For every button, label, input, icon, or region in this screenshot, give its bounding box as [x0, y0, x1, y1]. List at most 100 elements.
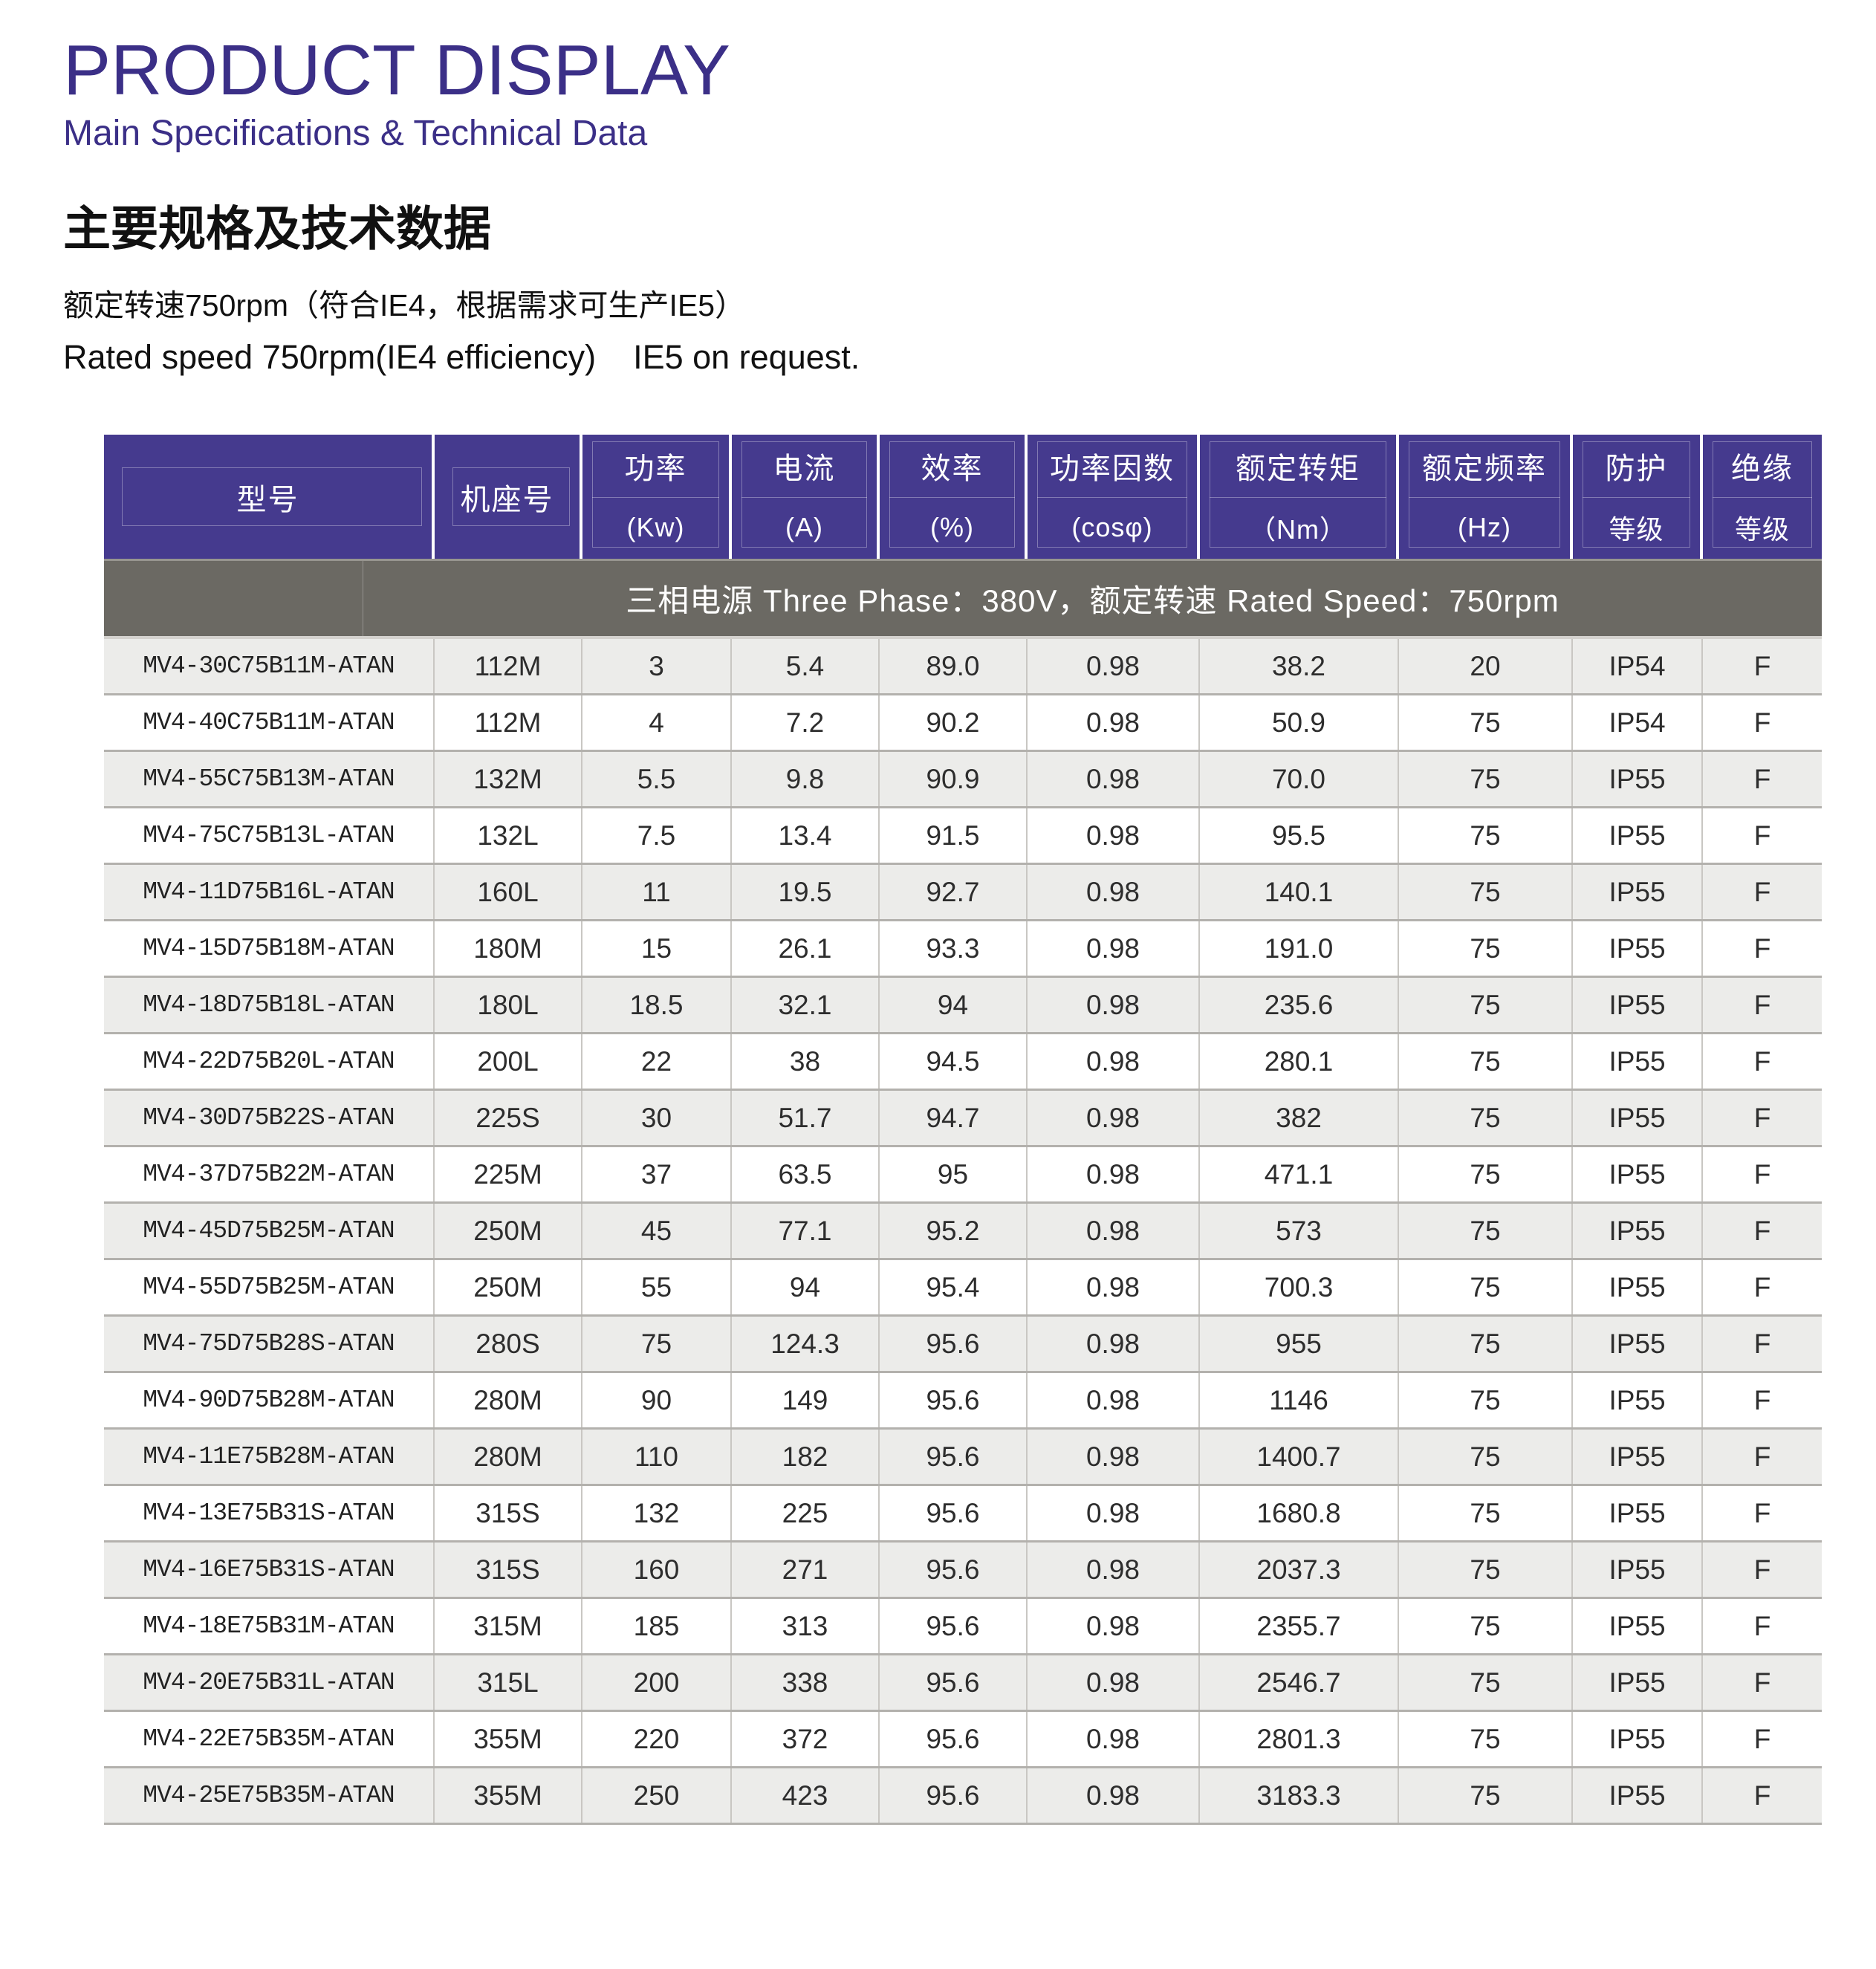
table-cell-insulation-class: F — [1753, 989, 1771, 1020]
table-cell-power-factor: 0.98 — [1028, 1317, 1200, 1371]
table-cell-power: 110 — [582, 1430, 732, 1484]
table-cell-power: 7.5 — [582, 808, 732, 863]
table-cell-insulation-class: F — [1753, 876, 1771, 907]
table-cell-rated-frequency: 75 — [1399, 1091, 1573, 1145]
table-cell-frame: 180M — [435, 921, 582, 976]
table-cell-rated-torque: 382 — [1200, 1091, 1399, 1145]
table-cell-power: 37 — [582, 1147, 732, 1201]
table-cell-power-factor: 0.98 — [1028, 1091, 1200, 1145]
table-cell-protection-class: IP55 — [1573, 1260, 1703, 1314]
table-cell-frame: 160L — [435, 865, 582, 919]
table-cell-model: MV4-20E75B31L-ATAN — [104, 1655, 435, 1710]
table-cell-insulation-class: F — [1753, 1215, 1771, 1246]
table-cell-rated-frequency: 75 — [1399, 1655, 1573, 1710]
table-cell-model: MV4-75D75B28S-ATAN — [104, 1317, 435, 1371]
page-header-block: PRODUCT DISPLAY Main Specifications & Te… — [0, 0, 1876, 377]
table-cell-rated-torque: 191.0 — [1200, 921, 1399, 976]
table-cell-insulation-class: F — [1753, 1667, 1771, 1698]
table-row: MV4-11E75B28M-ATAN 280M 110 182 95.6 0.98 1400… — [104, 1430, 1822, 1486]
table-cell-model: MV4-30D75B22S-ATAN — [104, 1091, 435, 1145]
table-cell-power-factor: 0.98 — [1028, 695, 1200, 750]
table-cell-power: 220 — [582, 1712, 732, 1766]
table-cell-frame: 200L — [435, 1034, 582, 1089]
table-cell-efficiency: 95.6 — [880, 1599, 1028, 1653]
table-cell-efficiency: 92.7 — [880, 865, 1028, 919]
table-cell-frame: 180L — [435, 978, 582, 1032]
table-cell-power: 75 — [582, 1317, 732, 1371]
table-row: MV4-13E75B31S-ATAN 315S 132 225 95.6 0.98 1680… — [104, 1486, 1822, 1543]
table-cell-power: 185 — [582, 1599, 732, 1653]
table-cell-power: 22 — [582, 1034, 732, 1089]
column-header-unit: (Kw) — [626, 512, 685, 543]
heading-cn: 主要规格及技术数据 — [63, 201, 491, 256]
table-cell-frame: 315L — [435, 1655, 582, 1710]
table-row: MV4-37D75B22M-ATAN 225M 37 63.5 95 0.98 471.1 7… — [104, 1147, 1822, 1204]
column-header-insulation-class: 绝缘 等级 — [1703, 435, 1822, 559]
column-header-label: 绝缘 — [1731, 452, 1794, 485]
table-cell-power-factor: 0.98 — [1028, 1034, 1200, 1089]
table-cell-frame: 280M — [435, 1373, 582, 1427]
table-cell-protection-class: IP55 — [1573, 1768, 1703, 1823]
table-row: MV4-30D75B22S-ATAN 225S 30 51.7 94.7 0.98 382 7… — [104, 1091, 1822, 1147]
table-cell-insulation-class: F — [1753, 1045, 1771, 1077]
table-cell-power: 5.5 — [582, 752, 732, 806]
table-cell-rated-frequency: 75 — [1399, 978, 1573, 1032]
table-cell-rated-frequency: 75 — [1399, 1486, 1573, 1540]
table-cell-insulation-class: F — [1753, 650, 1771, 681]
table-cell-power-factor: 0.98 — [1028, 978, 1200, 1032]
table-cell-frame: 355M — [435, 1712, 582, 1766]
table-row: MV4-55C75B13M-ATAN 132M 5.5 9.8 90.9 0.98 70.0… — [104, 752, 1822, 808]
table-cell-insulation-class: F — [1753, 1158, 1771, 1190]
table-cell-power-factor: 0.98 — [1028, 1204, 1200, 1258]
table-cell-model: MV4-45D75B25M-ATAN — [104, 1204, 435, 1258]
table-cell-current: 26.1 — [732, 921, 880, 976]
table-cell-current: 149 — [732, 1373, 880, 1427]
table-cell-frame: 225S — [435, 1091, 582, 1145]
table-cell-rated-torque: 1400.7 — [1200, 1430, 1399, 1484]
table-cell-rated-frequency: 75 — [1399, 1599, 1573, 1653]
table-cell-efficiency: 95.6 — [880, 1655, 1028, 1710]
table-cell-insulation-class: F — [1753, 820, 1771, 851]
table-cell-insulation-class: F — [1753, 1554, 1771, 1585]
power-supply-banner: 三相电源 Three Phase：380V，额定转速 Rated Speed：7… — [104, 559, 1822, 639]
page-subtitle: Main Specifications & Technical Data — [63, 113, 648, 153]
table-cell-rated-torque: 2801.3 — [1200, 1712, 1399, 1766]
table-cell-current: 5.4 — [732, 639, 880, 693]
table-cell-efficiency: 95.6 — [880, 1543, 1028, 1597]
table-cell-power: 11 — [582, 865, 732, 919]
table-cell-rated-frequency: 75 — [1399, 695, 1573, 750]
table-cell-power: 132 — [582, 1486, 732, 1540]
table-cell-rated-torque: 700.3 — [1200, 1260, 1399, 1314]
column-header-label: 额定频率 — [1422, 452, 1547, 485]
table-cell-protection-class: IP55 — [1573, 1486, 1703, 1540]
rated-speed-line-en: Rated speed 750rpm(IE4 efficiency) IE5 o… — [63, 337, 860, 376]
table-cell-power: 18.5 — [582, 978, 732, 1032]
table-row: MV4-11D75B16L-ATAN 160L 11 19.5 92.7 0.98 140.… — [104, 865, 1822, 921]
table-header-row: 型号 机座号 功率 (Kw) 电流 (A) 效率 (%) 功率因数 (cosφ) 额定转矩 （Nm）额… — [104, 435, 1822, 559]
column-header-current: 电流 (A) — [732, 435, 880, 559]
banner-spacer — [104, 561, 363, 636]
table-row: MV4-40C75B11M-ATAN 112M 4 7.2 90.2 0.98 50.9 75… — [104, 695, 1822, 752]
table-cell-rated-torque: 140.1 — [1200, 865, 1399, 919]
table-row: MV4-75C75B13L-ATAN 132L 7.5 13.4 91.5 0.98 95.… — [104, 808, 1822, 865]
table-cell-frame: 280S — [435, 1317, 582, 1371]
table-cell-power: 3 — [582, 639, 732, 693]
column-header-model: 型号 — [104, 435, 435, 559]
table-cell-insulation-class: F — [1753, 1271, 1771, 1303]
table-cell-insulation-class: F — [1753, 1441, 1771, 1472]
table-cell-protection-class: IP55 — [1573, 1655, 1703, 1710]
table-cell-rated-torque: 235.6 — [1200, 978, 1399, 1032]
table-cell-insulation-class: F — [1753, 1497, 1771, 1528]
table-cell-rated-torque: 280.1 — [1200, 1034, 1399, 1089]
table-cell-protection-class: IP55 — [1573, 1204, 1703, 1258]
table-cell-power-factor: 0.98 — [1028, 921, 1200, 976]
column-header-label: 功率因数 — [1050, 452, 1175, 485]
table-cell-rated-frequency: 75 — [1399, 1317, 1573, 1371]
table-cell-power-factor: 0.98 — [1028, 1430, 1200, 1484]
table-cell-current: 338 — [732, 1655, 880, 1710]
table-cell-model: MV4-18E75B31M-ATAN — [104, 1599, 435, 1653]
table-cell-frame: 112M — [435, 639, 582, 693]
table-row: MV4-55D75B25M-ATAN 250M 55 94 95.4 0.98 700.3 7… — [104, 1260, 1822, 1317]
column-header-unit: 等级 — [1609, 514, 1664, 545]
table-cell-current: 19.5 — [732, 865, 880, 919]
